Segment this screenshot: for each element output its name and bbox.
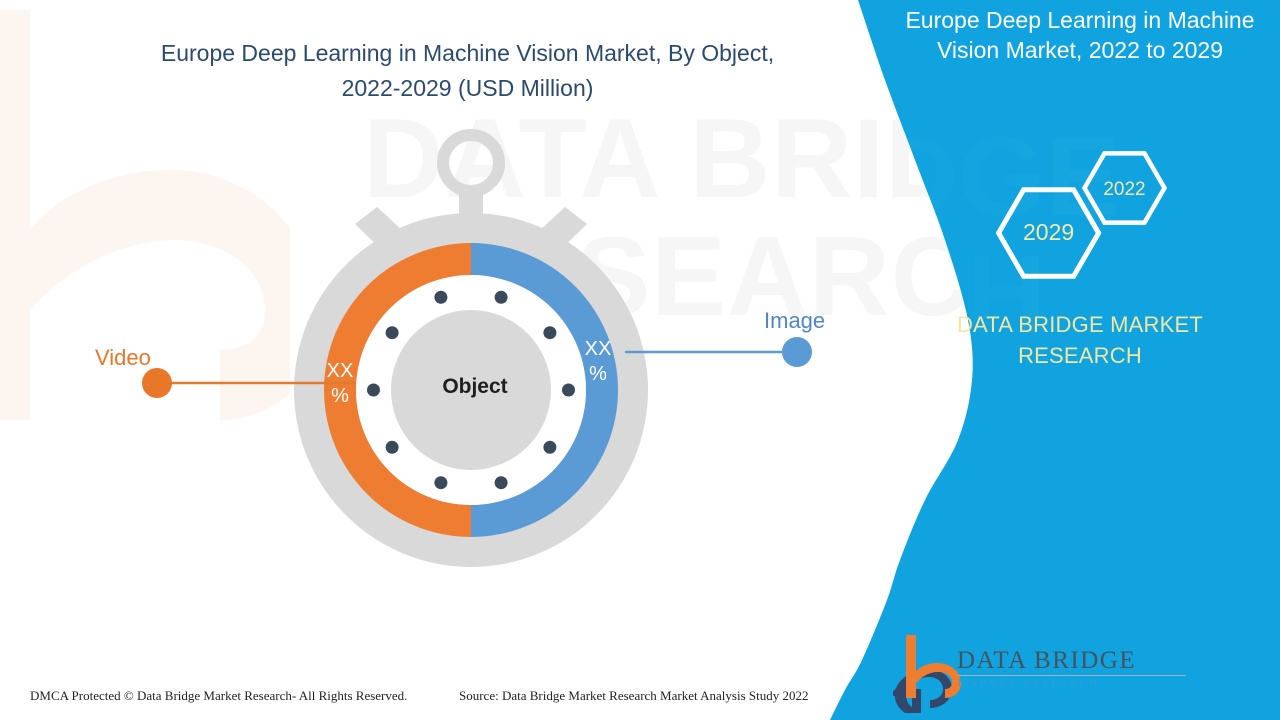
svg-text:2029: 2029 [1023, 219, 1074, 245]
svg-text:2022: 2022 [1103, 179, 1145, 200]
